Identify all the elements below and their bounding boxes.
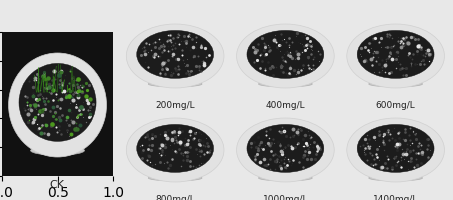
Ellipse shape xyxy=(259,81,312,87)
Text: 600mg/L: 600mg/L xyxy=(376,101,415,110)
Ellipse shape xyxy=(247,30,324,78)
Text: 200mg/L: 200mg/L xyxy=(155,101,195,110)
Ellipse shape xyxy=(126,24,224,88)
Ellipse shape xyxy=(236,118,334,182)
Ellipse shape xyxy=(357,30,434,78)
Ellipse shape xyxy=(347,118,444,182)
Text: 800mg/L: 800mg/L xyxy=(155,195,195,200)
Ellipse shape xyxy=(9,53,106,157)
Ellipse shape xyxy=(148,175,202,181)
Ellipse shape xyxy=(259,175,312,181)
Ellipse shape xyxy=(31,146,84,155)
Text: 1000mg/L: 1000mg/L xyxy=(263,195,308,200)
Ellipse shape xyxy=(369,175,423,181)
Ellipse shape xyxy=(236,24,334,88)
Ellipse shape xyxy=(347,24,444,88)
Ellipse shape xyxy=(369,81,423,87)
Ellipse shape xyxy=(126,118,224,182)
Ellipse shape xyxy=(148,81,202,87)
Ellipse shape xyxy=(357,124,434,172)
Ellipse shape xyxy=(19,63,96,141)
Text: 400mg/L: 400mg/L xyxy=(265,101,305,110)
Ellipse shape xyxy=(137,30,214,78)
Ellipse shape xyxy=(137,124,214,172)
Text: CK: CK xyxy=(49,180,64,190)
Ellipse shape xyxy=(247,124,324,172)
Text: 1400mg/L: 1400mg/L xyxy=(373,195,418,200)
